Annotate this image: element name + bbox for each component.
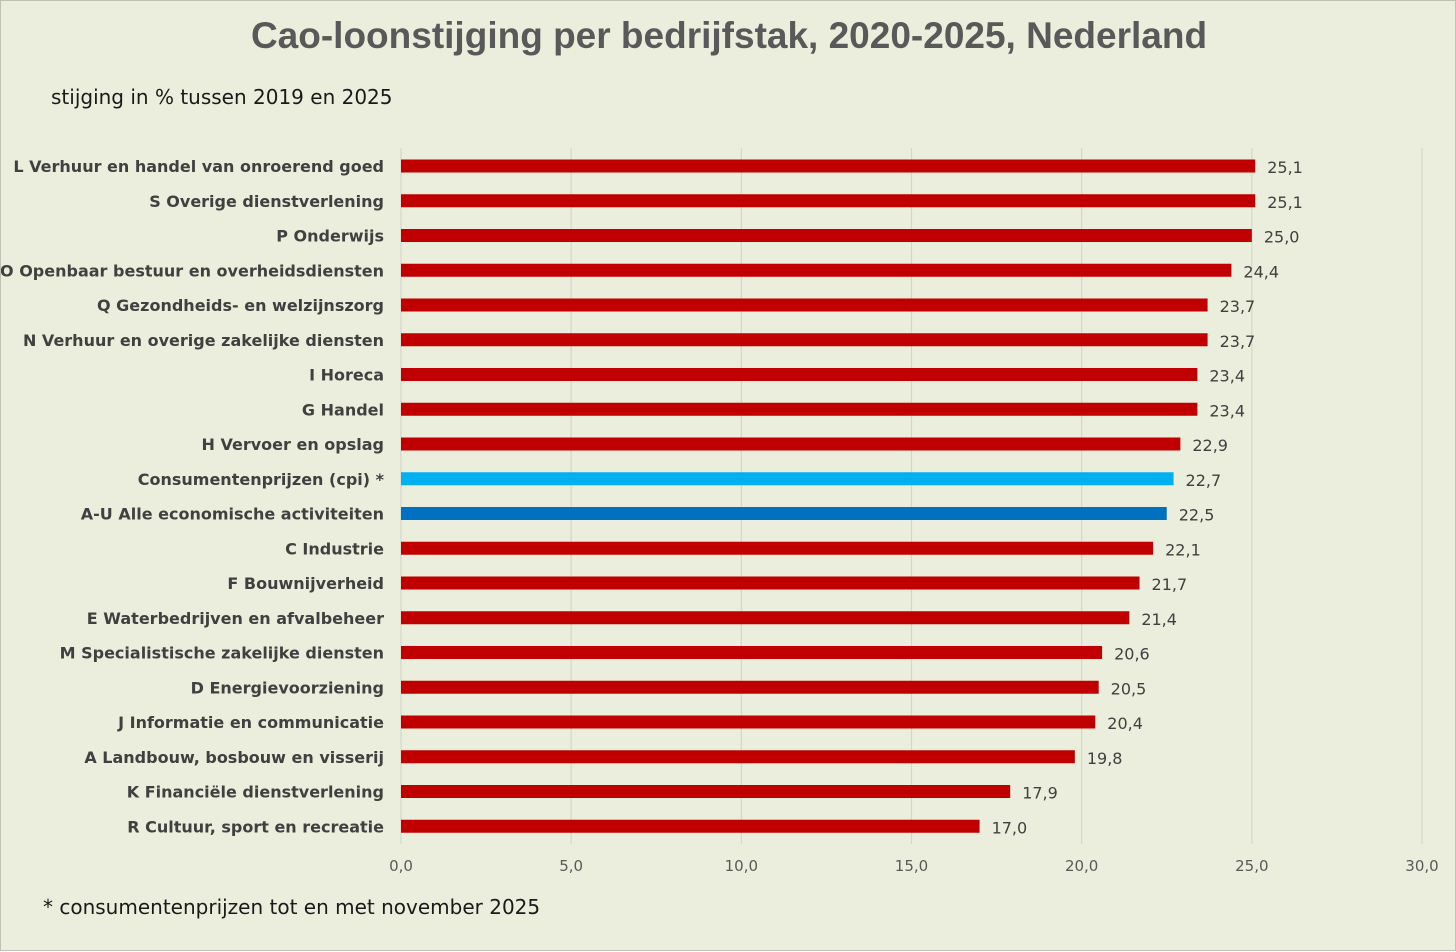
bar xyxy=(401,680,1099,694)
category-label: D Energievoorziening xyxy=(191,678,384,697)
bar xyxy=(401,819,980,833)
bar xyxy=(401,541,1154,555)
category-label: A-U Alle economische activiteiten xyxy=(81,505,384,524)
category-label: Consumentenprijzen (cpi) * xyxy=(138,470,385,489)
value-label: 25,0 xyxy=(1264,228,1300,247)
category-label: E Waterbedrijven en afvalbeheer xyxy=(87,609,384,628)
category-label: Q Gezondheids- en welzijnszorg xyxy=(97,296,384,315)
bar xyxy=(401,785,1011,798)
category-label: K Financiële dienstverlening xyxy=(127,783,384,802)
bar xyxy=(401,611,1130,625)
category-label: I Horeca xyxy=(309,366,384,385)
category-label: M Specialistische zakelijke diensten xyxy=(60,644,384,663)
category-label: C Industrie xyxy=(285,539,384,558)
bar xyxy=(401,750,1075,764)
x-tick-label: 25,0 xyxy=(1235,857,1268,875)
value-label: 25,1 xyxy=(1267,158,1303,177)
category-label: R Cultuur, sport en recreatie xyxy=(127,817,384,836)
x-tick-label: 30,0 xyxy=(1405,857,1438,875)
value-label: 23,4 xyxy=(1209,401,1245,420)
value-label: 21,4 xyxy=(1141,610,1177,629)
bar xyxy=(401,194,1256,208)
value-label: 21,7 xyxy=(1152,575,1188,594)
value-label: 22,5 xyxy=(1179,506,1215,525)
category-label: J Informatie en communicatie xyxy=(117,713,384,732)
value-label: 20,5 xyxy=(1111,679,1147,698)
x-tick-label: 0,0 xyxy=(389,857,413,875)
bar xyxy=(401,298,1208,312)
bar xyxy=(401,263,1232,277)
value-label: 22,9 xyxy=(1192,436,1228,455)
category-label: P Onderwijs xyxy=(276,227,384,246)
category-label: F Bouwnijverheid xyxy=(227,574,384,593)
value-label: 23,4 xyxy=(1209,367,1245,386)
x-tick-label: 10,0 xyxy=(725,857,758,875)
chart-footnote: * consumentenprijzen tot en met november… xyxy=(43,895,541,919)
category-label: N Verhuur en overige zakelijke diensten xyxy=(23,331,384,350)
category-label: H Vervoer en opslag xyxy=(202,435,384,454)
category-label: L Verhuur en handel van onroerend goed xyxy=(13,157,384,176)
chart-subtitle: stijging in % tussen 2019 en 2025 xyxy=(51,85,393,109)
bar xyxy=(401,229,1252,242)
bar xyxy=(401,646,1103,659)
bar xyxy=(401,437,1181,451)
value-label: 22,1 xyxy=(1165,540,1201,559)
value-label: 17,0 xyxy=(992,818,1028,837)
bar xyxy=(401,333,1208,347)
category-label: A Landbouw, bosbouw en visserij xyxy=(84,748,384,767)
value-label: 24,4 xyxy=(1243,262,1279,281)
value-label: 20,4 xyxy=(1107,714,1143,733)
value-label: 25,1 xyxy=(1267,193,1303,212)
bar xyxy=(401,159,1256,173)
bar xyxy=(401,576,1140,590)
category-label: S Overige dienstverlening xyxy=(149,192,384,211)
value-label: 19,8 xyxy=(1087,749,1123,768)
value-label: 23,7 xyxy=(1220,297,1256,316)
x-tick-label: 5,0 xyxy=(559,857,583,875)
bar xyxy=(401,472,1174,486)
bar xyxy=(401,368,1198,381)
x-tick-label: 15,0 xyxy=(895,857,928,875)
chart-title: Cao-loonstijging per bedrijfstak, 2020-2… xyxy=(250,15,1208,56)
value-label: 23,7 xyxy=(1220,332,1256,351)
x-tick-label: 20,0 xyxy=(1065,857,1098,875)
value-label: 22,7 xyxy=(1186,471,1222,490)
bar xyxy=(401,402,1198,416)
bar xyxy=(401,715,1096,729)
value-label: 17,9 xyxy=(1022,784,1058,803)
value-label: 20,6 xyxy=(1114,645,1150,664)
category-label: G Handel xyxy=(302,400,384,419)
bar xyxy=(401,507,1167,520)
category-label: O Openbaar bestuur en overheidsdiensten xyxy=(1,261,384,280)
